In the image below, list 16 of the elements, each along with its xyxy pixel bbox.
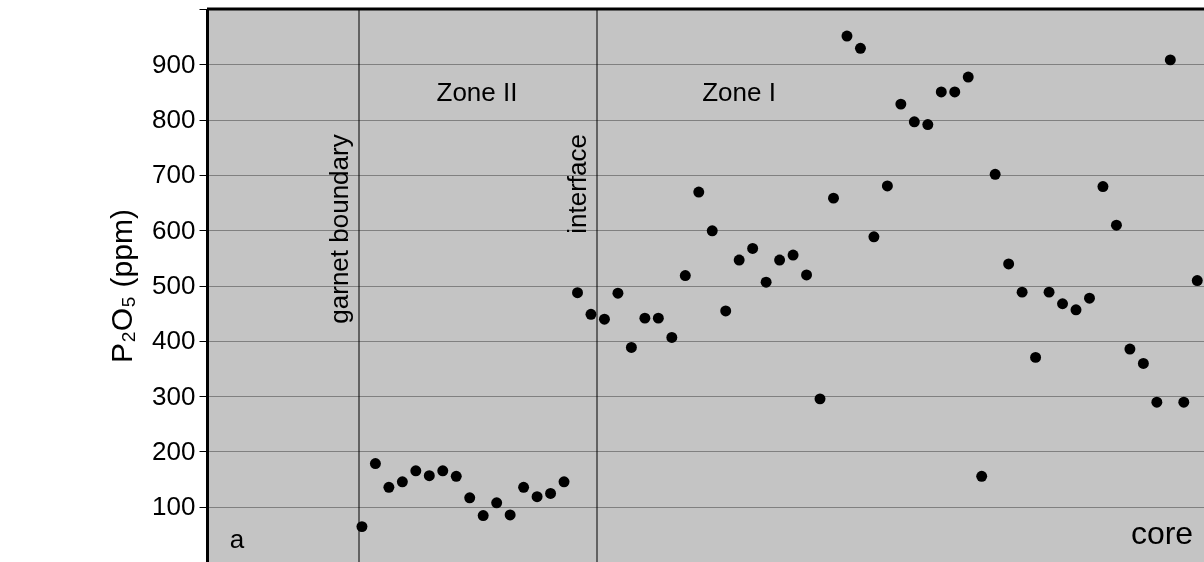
y-tick-label: 700 bbox=[152, 159, 196, 190]
y-tick-label: 600 bbox=[152, 214, 196, 245]
annotation: garnet boundary bbox=[324, 134, 354, 324]
y-tick-label: 400 bbox=[152, 325, 196, 356]
y-axis-title: P₂O₅ (ppm) bbox=[105, 209, 139, 363]
y-tick-label: 900 bbox=[152, 48, 196, 79]
annotation: a bbox=[229, 524, 245, 554]
y-tick-label: 200 bbox=[152, 435, 196, 466]
y-tick-label: 100 bbox=[152, 491, 196, 522]
y-tick-label: 800 bbox=[152, 104, 196, 135]
y-tick-label: 500 bbox=[152, 270, 196, 300]
annotation: interface bbox=[562, 134, 592, 234]
annotation: core bbox=[1130, 515, 1194, 551]
annotation: Zone II bbox=[436, 77, 518, 107]
y-tick-label: 300 bbox=[152, 380, 196, 411]
annotation: Zone I bbox=[702, 77, 776, 107]
